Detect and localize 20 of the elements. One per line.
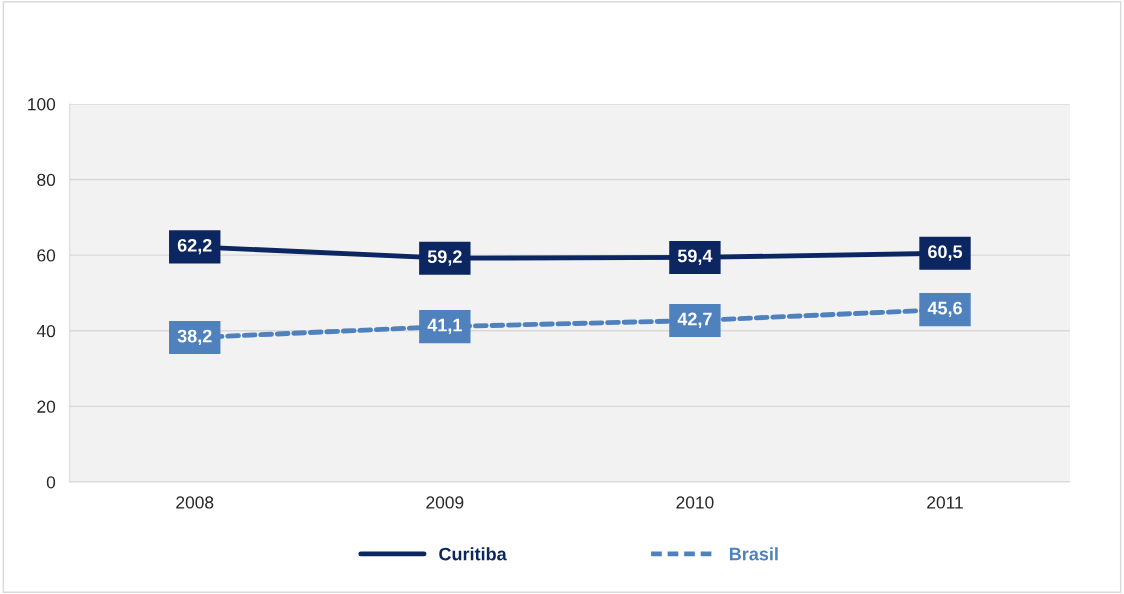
x-tick-label: 2010 xyxy=(676,496,714,509)
y-tick-label: 40 xyxy=(36,324,56,338)
data-label: 59,4 xyxy=(677,249,713,265)
y-tick-label: 0 xyxy=(46,476,56,489)
data-label: 42,7 xyxy=(677,312,712,329)
data-label: 41,1 xyxy=(427,318,462,335)
data-label: 60,5 xyxy=(928,245,963,261)
legend-label: Brasil xyxy=(729,547,778,561)
y-tick-label: 60 xyxy=(37,249,56,262)
x-tick-label: 2008 xyxy=(176,496,214,509)
data-label: 38,2 xyxy=(177,329,212,346)
legend-label: Curitiba xyxy=(439,547,507,561)
x-tick-label: 2009 xyxy=(426,496,464,509)
y-tick-label: 80 xyxy=(37,173,56,187)
data-label: 59,2 xyxy=(427,250,462,266)
data-label: 62,2 xyxy=(177,238,212,255)
x-tick-label: 2011 xyxy=(927,496,963,509)
y-tick-label: 20 xyxy=(37,400,56,413)
y-tick-label: 100 xyxy=(28,98,56,111)
data-label: 45,6 xyxy=(927,301,962,318)
